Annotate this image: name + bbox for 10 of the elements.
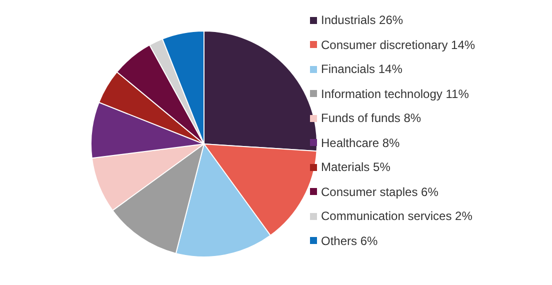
legend-label: Materials 5% [321,160,390,174]
legend-label: Information technology 11% [321,86,469,101]
legend-label: Consumer discretionary 14% [321,38,476,52]
legend-label: Healthcare 8% [321,136,400,150]
legend-label: Funds of funds 8% [321,111,422,126]
legend-label: Others 6% [321,234,378,248]
legend-label: Industrials 26% [321,13,404,28]
legend-label: Communication services 2% [321,209,472,224]
legend-label: Financials 14% [321,62,402,76]
legend-label: Consumer staples 6% [321,184,438,199]
